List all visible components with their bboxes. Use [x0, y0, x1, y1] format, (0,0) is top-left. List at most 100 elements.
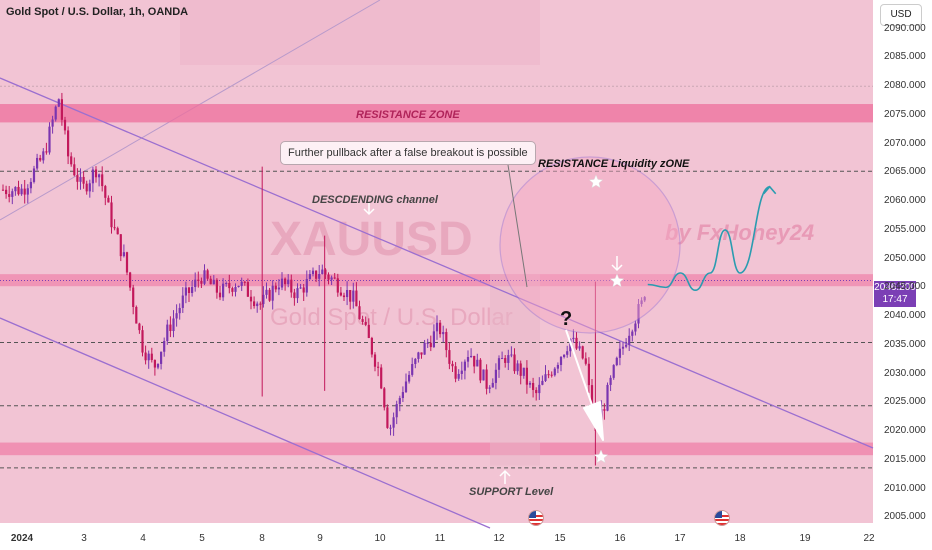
candle-body — [178, 307, 181, 314]
channel-upper-line — [0, 77, 874, 449]
candle-body — [435, 322, 439, 332]
candle-body — [504, 358, 507, 363]
candle-body — [222, 283, 225, 298]
candle-body — [274, 285, 277, 290]
candle-body — [482, 369, 485, 381]
candle-body — [240, 281, 243, 286]
candle-body — [107, 197, 110, 203]
candle-body — [175, 313, 178, 319]
y-tick-label: 2085.000 — [884, 51, 926, 63]
candle-body — [590, 385, 594, 417]
candle-body — [249, 296, 253, 302]
candle-body — [203, 270, 206, 284]
candle-body — [262, 294, 265, 305]
y-tick-label: 2070.000 — [884, 137, 926, 149]
candle-body — [550, 374, 553, 376]
candle-body — [42, 151, 45, 161]
candle-body — [346, 290, 349, 298]
candle-body — [14, 186, 17, 192]
zone-arrow-head — [611, 264, 623, 272]
candle-body — [132, 287, 135, 307]
bar-countdown: 17:47 — [882, 294, 908, 305]
us-event-flag-icon[interactable] — [528, 510, 544, 526]
us-event-flag-icon[interactable] — [714, 510, 730, 526]
candle-body — [417, 352, 420, 359]
candle-body — [147, 353, 150, 361]
candle-body — [67, 130, 70, 157]
candle-body — [634, 323, 637, 332]
candle-body — [603, 409, 606, 411]
candle-body — [284, 278, 287, 285]
candle-body — [454, 366, 457, 379]
candle-body — [311, 270, 315, 275]
callout-pointer — [507, 164, 528, 288]
candle-body — [101, 174, 104, 187]
candle-body — [8, 194, 11, 197]
candle-body — [423, 342, 426, 355]
candle-body — [302, 287, 305, 293]
candle-body — [370, 337, 373, 355]
candle-body — [54, 106, 57, 120]
candle-body — [575, 337, 578, 349]
support-arrow-head — [499, 469, 511, 477]
candle-body — [181, 295, 184, 308]
candle-body — [318, 274, 321, 279]
candle-body — [476, 359, 479, 367]
candle-body — [327, 274, 330, 280]
candle-body — [420, 352, 423, 355]
candle-body — [110, 202, 113, 228]
candle-body — [544, 374, 547, 381]
candle-body — [166, 324, 169, 342]
y-tick-label: 2090.000 — [884, 22, 926, 34]
candle-body — [463, 361, 466, 371]
candle-body — [60, 99, 63, 120]
candle-body — [113, 227, 116, 229]
candle-body — [63, 119, 67, 131]
candle-body — [125, 252, 129, 273]
candle-body — [451, 363, 454, 367]
currency-button[interactable]: USD — [880, 4, 922, 26]
candle-body — [491, 382, 494, 388]
support-label: SUPPORT Level — [469, 486, 554, 498]
candle-body — [39, 157, 42, 161]
candle-body — [538, 384, 541, 394]
x-tick-label: 9 — [317, 533, 323, 544]
candle-body — [473, 355, 476, 367]
down-arrow — [565, 329, 604, 441]
candle-body — [448, 350, 451, 364]
candle-body — [296, 288, 299, 299]
candle-body — [578, 346, 581, 349]
candle-body — [556, 364, 559, 369]
candle-body — [305, 278, 308, 293]
candle-body — [48, 126, 51, 153]
candle-body — [466, 356, 470, 362]
candle-body — [625, 344, 628, 347]
candle-body — [470, 355, 473, 357]
resistance-level-band — [0, 274, 873, 287]
current-price: 2046.200 — [874, 282, 916, 293]
current-price-tag: 2046.200 17:47 — [874, 281, 916, 307]
candle-body — [442, 332, 445, 335]
candle-body — [445, 332, 448, 351]
candle-body — [73, 164, 76, 176]
channel-lower-line — [0, 317, 491, 529]
forecast-path — [647, 185, 771, 292]
candle-body — [209, 278, 212, 285]
candle-body — [525, 367, 528, 385]
candle-body — [513, 354, 516, 372]
candle-body — [584, 358, 587, 364]
candle-body — [333, 277, 336, 279]
candle-body — [377, 366, 380, 368]
candle-body — [336, 278, 339, 293]
candle-body — [277, 287, 280, 290]
candle-body — [361, 319, 364, 322]
candle-body — [488, 387, 491, 389]
candle-body — [79, 176, 82, 182]
top-box — [180, 0, 540, 65]
candle-body — [553, 368, 556, 376]
candle-body — [91, 169, 94, 184]
candle-body — [36, 157, 39, 169]
candle-body — [5, 189, 8, 195]
